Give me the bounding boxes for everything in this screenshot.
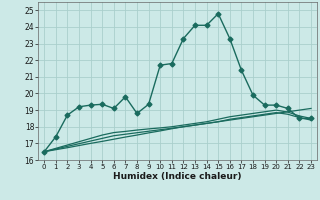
X-axis label: Humidex (Indice chaleur): Humidex (Indice chaleur) [113,172,242,181]
